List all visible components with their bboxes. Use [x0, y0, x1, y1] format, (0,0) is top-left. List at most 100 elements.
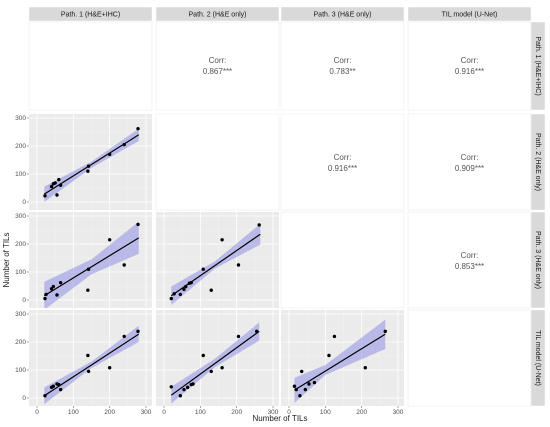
data-point	[51, 384, 56, 388]
data-point	[107, 238, 112, 242]
data-point	[363, 366, 367, 370]
data-point	[53, 181, 57, 185]
y-tick-label: 300	[15, 311, 26, 318]
regression-line	[294, 333, 386, 391]
strip-top-label-2: Path. 2 (H&E only)	[189, 12, 247, 19]
corr-panel-bg	[280, 21, 405, 111]
y-tick-label: 0	[22, 395, 26, 402]
scatter-panels	[29, 114, 404, 406]
diag-panel-4	[407, 309, 532, 407]
strip-top-4	[407, 6, 532, 22]
x-tick-label: 100	[195, 409, 206, 416]
strip-right-label-2: Path. 2 (H&E only)	[534, 133, 541, 191]
data-point	[292, 384, 297, 388]
corr-panel-p2-p3: Corr: 0.916***	[280, 113, 405, 211]
confidence-band	[44, 128, 139, 202]
strip-top-label-1: Path. 1 (H&E+IHC)	[61, 12, 120, 19]
data-point	[44, 292, 48, 297]
data-point	[107, 152, 112, 157]
data-point	[122, 263, 126, 267]
data-point	[57, 382, 61, 387]
data-point	[43, 394, 47, 398]
x-tick-label: 300	[393, 409, 404, 416]
corr-label: Corr:	[334, 56, 352, 65]
diagonal-panels	[28, 21, 532, 407]
data-point	[136, 222, 140, 227]
data-point	[332, 334, 337, 339]
data-point	[178, 292, 183, 297]
y-axis-title: Number of TILs	[2, 233, 11, 288]
scatter-panel	[29, 310, 152, 406]
corr-panel-p1-p3: Corr: 0.783**	[280, 21, 405, 111]
data-point	[201, 267, 205, 271]
y-tick-label: 200	[15, 143, 26, 150]
corr-label: Corr:	[461, 56, 479, 65]
strip-top-2	[155, 6, 280, 22]
scatter-panel	[281, 310, 404, 406]
corr-panel-bg	[155, 21, 280, 111]
y-tick-label: 100	[15, 171, 26, 178]
axis-ticks: 0 100 200 300 0 100 200 300 0 100 200 300 0 100 200 300…	[15, 115, 404, 416]
confidence-band	[294, 319, 386, 404]
corr-value: 0.853***	[455, 262, 484, 271]
scatter-panel	[156, 310, 279, 406]
strip-right-label-1: Path. 1 (H&E+IHC)	[534, 36, 541, 95]
data-point	[57, 177, 61, 182]
y-tick-label: 200	[15, 339, 26, 346]
strip-top-label-4: TIL model (U-Net)	[442, 12, 498, 19]
corr-panel-p2-til: Corr: 0.909***	[407, 113, 532, 211]
right-strips: Path. 1 (H&E+IHC) Path. 2 (H&E only) Pat…	[530, 21, 546, 407]
y-tick-label: 100	[15, 367, 26, 374]
data-point	[209, 288, 213, 292]
data-point	[43, 296, 47, 301]
y-tick-label: 0	[22, 297, 26, 304]
corr-label: Corr:	[461, 251, 479, 260]
data-point	[136, 329, 140, 334]
x-tick-label: 300	[268, 409, 279, 416]
x-tick-label: 300	[141, 409, 152, 416]
data-point	[327, 353, 331, 358]
strip-right-label-4: TIL model (U-Net)	[534, 330, 541, 386]
corr-value: 0.909***	[455, 164, 484, 173]
corr-panel-p3-til: Corr: 0.853***	[407, 211, 532, 309]
data-point	[178, 394, 183, 398]
data-point	[182, 287, 186, 292]
data-point	[254, 329, 259, 334]
data-point	[49, 184, 54, 189]
data-point	[298, 394, 302, 398]
data-point	[58, 183, 63, 187]
y-tick-label: 100	[15, 269, 26, 276]
data-point	[86, 353, 90, 358]
top-strips: Path. 1 (H&E+IHC) Path. 2 (H&E only) Pat…	[28, 6, 532, 22]
data-point	[220, 366, 224, 370]
strip-top-3	[280, 6, 405, 22]
data-point	[55, 193, 59, 197]
data-point	[86, 288, 90, 292]
data-point	[294, 387, 298, 392]
y-tick-label: 300	[15, 115, 26, 122]
corr-label: Corr:	[209, 56, 227, 65]
data-point	[184, 284, 188, 289]
x-axis-title: Number of TILs	[253, 414, 308, 423]
data-point	[58, 280, 63, 285]
corr-panel-p1-p2: Corr: 0.867***	[155, 21, 280, 111]
data-point	[136, 126, 140, 131]
scatter-panel	[29, 114, 152, 210]
x-tick-label: 200	[231, 409, 242, 416]
data-point	[209, 369, 213, 374]
data-point	[257, 223, 261, 227]
data-point	[122, 142, 126, 147]
data-point	[201, 353, 205, 358]
data-point	[55, 293, 59, 297]
y-tick-label: 300	[15, 213, 26, 220]
data-point	[303, 387, 308, 392]
data-point	[189, 280, 193, 285]
data-point	[236, 263, 241, 267]
data-point	[300, 369, 304, 374]
data-point	[383, 329, 387, 334]
diag-panel-2	[155, 113, 280, 211]
data-point	[172, 292, 176, 296]
scatter-panel	[156, 212, 279, 308]
data-point	[86, 267, 91, 271]
